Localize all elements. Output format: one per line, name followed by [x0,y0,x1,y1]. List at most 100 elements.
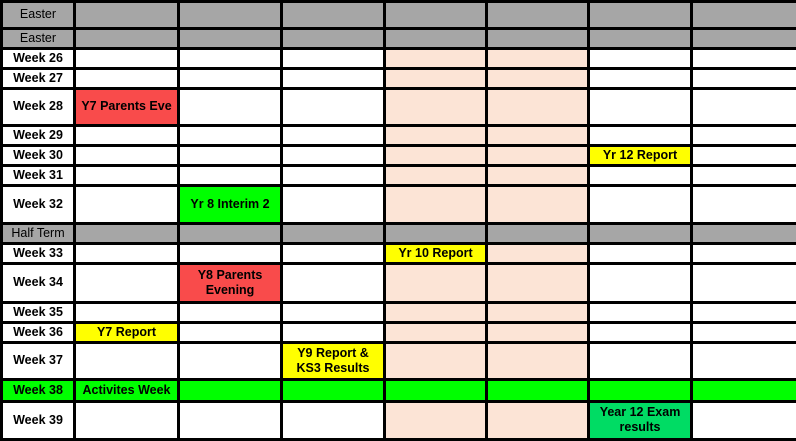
empty-cell[interactable] [690,261,796,304]
empty-cell[interactable] [383,377,488,403]
empty-cell[interactable] [485,66,590,90]
section-label-cell[interactable]: Half Term [0,221,76,245]
week-label-cell[interactable]: Week 37 [0,340,76,381]
section-cell[interactable] [587,0,693,30]
week-label-cell[interactable]: Week 31 [0,163,76,187]
section-cell[interactable] [587,26,693,50]
event-cell[interactable]: Yr 12 Report [587,143,693,167]
empty-cell[interactable] [383,86,488,127]
empty-cell[interactable] [383,261,488,304]
empty-cell[interactable] [280,183,386,225]
empty-cell[interactable] [690,123,796,147]
section-cell[interactable] [690,26,796,50]
empty-cell[interactable] [485,143,590,167]
empty-cell[interactable] [485,123,590,147]
empty-cell[interactable] [177,123,283,147]
section-cell[interactable] [383,0,488,30]
section-cell[interactable] [690,221,796,245]
empty-cell[interactable] [73,261,180,304]
empty-cell[interactable] [587,183,693,225]
empty-cell[interactable] [383,163,488,187]
section-cell[interactable] [280,26,386,50]
empty-cell[interactable] [690,163,796,187]
event-cell[interactable]: Y9 Report & KS3 Results [280,340,386,381]
empty-cell[interactable] [383,143,488,167]
section-cell[interactable] [73,26,180,50]
empty-cell[interactable] [73,143,180,167]
empty-cell[interactable] [280,66,386,90]
event-cell[interactable]: Y7 Report [73,320,180,344]
week-label-cell[interactable]: Week 38 [0,377,76,403]
empty-cell[interactable] [73,123,180,147]
empty-cell[interactable] [383,183,488,225]
event-cell[interactable]: Yr 10 Report [383,241,488,265]
empty-cell[interactable] [690,300,796,324]
empty-cell[interactable] [73,399,180,441]
event-cell[interactable]: Yr 8 Interim 2 [177,183,283,225]
empty-cell[interactable] [690,143,796,167]
empty-cell[interactable] [383,340,488,381]
empty-cell[interactable] [280,320,386,344]
empty-cell[interactable] [690,399,796,441]
empty-cell[interactable] [177,86,283,127]
empty-cell[interactable] [177,66,283,90]
section-cell[interactable] [485,0,590,30]
section-cell[interactable] [280,221,386,245]
empty-cell[interactable] [177,163,283,187]
empty-cell[interactable] [485,399,590,441]
empty-cell[interactable] [73,183,180,225]
empty-cell[interactable] [73,300,180,324]
empty-cell[interactable] [383,320,488,344]
empty-cell[interactable] [587,377,693,403]
empty-cell[interactable] [177,300,283,324]
section-cell[interactable] [383,221,488,245]
week-label-cell[interactable]: Week 27 [0,66,76,90]
empty-cell[interactable] [383,123,488,147]
empty-cell[interactable] [690,320,796,344]
section-cell[interactable] [177,0,283,30]
empty-cell[interactable] [485,320,590,344]
empty-cell[interactable] [177,399,283,441]
week-label-cell[interactable]: Week 35 [0,300,76,324]
empty-cell[interactable] [485,377,590,403]
empty-cell[interactable] [587,340,693,381]
section-cell[interactable] [73,221,180,245]
empty-cell[interactable] [73,340,180,381]
section-cell[interactable] [177,221,283,245]
empty-cell[interactable] [587,300,693,324]
week-label-cell[interactable]: Week 34 [0,261,76,304]
empty-cell[interactable] [73,163,180,187]
empty-cell[interactable] [690,241,796,265]
empty-cell[interactable] [280,143,386,167]
event-cell[interactable]: Year 12 Exam results [587,399,693,441]
week-label-cell[interactable]: Week 30 [0,143,76,167]
empty-cell[interactable] [177,320,283,344]
empty-cell[interactable] [73,66,180,90]
week-label-cell[interactable]: Week 26 [0,46,76,70]
empty-cell[interactable] [690,340,796,381]
empty-cell[interactable] [587,320,693,344]
empty-cell[interactable] [383,300,488,324]
event-cell[interactable]: Y8 Parents Evening [177,261,283,304]
section-cell[interactable] [485,221,590,245]
empty-cell[interactable] [73,241,180,265]
empty-cell[interactable] [280,377,386,403]
empty-cell[interactable] [485,86,590,127]
empty-cell[interactable] [690,86,796,127]
week-label-cell[interactable]: Week 39 [0,399,76,441]
empty-cell[interactable] [587,86,693,127]
week-label-cell[interactable]: Week 36 [0,320,76,344]
section-cell[interactable] [587,221,693,245]
section-cell[interactable] [177,26,283,50]
empty-cell[interactable] [383,46,488,70]
section-cell[interactable] [73,0,180,30]
section-cell[interactable] [383,26,488,50]
empty-cell[interactable] [587,261,693,304]
empty-cell[interactable] [587,123,693,147]
week-label-cell[interactable]: Week 29 [0,123,76,147]
empty-cell[interactable] [587,241,693,265]
section-label-cell[interactable]: Easter [0,26,76,50]
empty-cell[interactable] [280,46,386,70]
empty-cell[interactable] [485,241,590,265]
empty-cell[interactable] [280,86,386,127]
